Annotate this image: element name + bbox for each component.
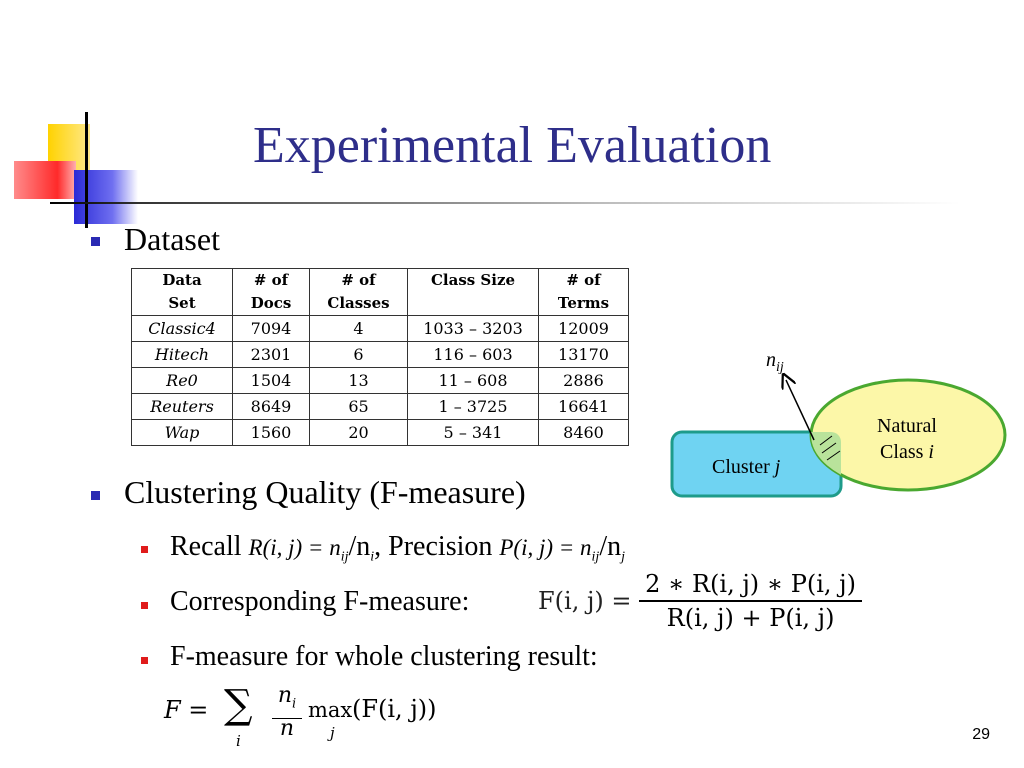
overlap-region	[811, 432, 841, 490]
page-number: 29	[972, 726, 990, 743]
table-cell: 8649	[232, 393, 310, 420]
title-underline	[50, 202, 960, 204]
table-cell: 2301	[232, 341, 310, 368]
logo-red-square	[14, 161, 76, 199]
ni-over-n-num: ni	[272, 682, 302, 720]
table-cell: 12009	[538, 315, 629, 342]
table-cell: 8460	[538, 419, 629, 446]
table-cell: 1504	[232, 367, 310, 394]
dataset-table: Data Set # of Docs # of Classes Class Size …	[131, 268, 629, 446]
table-cell: 16641	[538, 393, 629, 420]
precision-label: , Precision	[374, 531, 493, 562]
table-header: # of Terms	[538, 268, 629, 316]
recall-formula: R(i, j) = nij/ni	[248, 531, 375, 565]
table-cell: 1 – 3725	[407, 393, 539, 420]
f-measure-formula: F(i, j) = 2 ∗ R(i, j) ∗ P(i, j) R(i, j) …	[538, 570, 862, 632]
corresponding-label: Corresponding F-measure:	[170, 586, 470, 617]
table-cell: 2886	[538, 367, 629, 394]
table-row: Classic4 7094 4 1033 – 3203 12009	[131, 315, 629, 342]
table-cell: Wap	[131, 419, 233, 446]
natural-label-line1: Natural	[877, 415, 937, 437]
table-cell: 65	[309, 393, 408, 420]
table-cell: Hitech	[131, 341, 233, 368]
table-header: Data Set	[131, 268, 233, 316]
whole-result-label: F-measure for whole clustering result:	[170, 641, 598, 672]
table-cell: 7094	[232, 315, 310, 342]
logo-vertical-line	[85, 112, 88, 228]
pointer-arrow	[786, 380, 815, 441]
table-cell: 116 – 603	[407, 341, 539, 368]
table-cell: Re0	[131, 367, 233, 394]
recall-label: Recall	[170, 531, 242, 562]
table-cell: Reuters	[131, 393, 233, 420]
bullet-icon	[141, 657, 148, 664]
table-cell: 11 – 608	[407, 367, 539, 394]
table-cell: 5 – 341	[407, 419, 539, 446]
bullet-quality: Clustering Quality (F-measure)	[124, 474, 526, 510]
nij-label: nij	[766, 349, 784, 375]
bullet-icon	[91, 491, 100, 500]
ni-over-n-den: n	[279, 716, 295, 741]
logo-blue-square	[74, 170, 138, 224]
sum-symbol: ∑	[224, 682, 253, 728]
f-numerator: 2 ∗ R(i, j) ∗ P(i, j)	[639, 570, 862, 602]
table-cell: 6	[309, 341, 408, 368]
table-cell: 1560	[232, 419, 310, 446]
table-cell: 4	[309, 315, 408, 342]
precision-formula: P(i, j) = nij/nj	[499, 531, 625, 565]
table-cell: Classic4	[131, 315, 233, 342]
bullet-icon	[91, 237, 100, 246]
cluster-label: Cluster j	[712, 456, 781, 478]
table-header-row: Data Set # of Docs # of Classes Class Size …	[131, 268, 629, 316]
table-row: Re0 1504 13 11 – 608 2886	[131, 367, 629, 394]
table-header: Class Size	[407, 268, 539, 316]
recall-precision-line: Recall R(i, j) = nij/ni, Precision P(i, …	[170, 531, 625, 566]
f-denominator: R(i, j) + P(i, j)	[666, 604, 835, 632]
table-cell: 13	[309, 367, 408, 394]
table-cell: 13170	[538, 341, 629, 368]
natural-label-line2: Class i	[880, 441, 934, 463]
table-header: # of Classes	[309, 268, 408, 316]
total-f-formula: F = ∑ i ni n max j (F(i, j))	[164, 682, 437, 750]
table-header: # of Docs	[232, 268, 310, 316]
bullet-icon	[141, 602, 148, 609]
table-cell: 1033 – 3203	[407, 315, 539, 342]
bullet-dataset: Dataset	[124, 221, 220, 257]
table-row: Reuters 8649 65 1 – 3725 16641	[131, 393, 629, 420]
table-row: Wap 1560 20 5 – 341 8460	[131, 419, 629, 446]
bullet-icon	[141, 546, 148, 553]
cluster-class-diagram: nij Cluster j Natural Class i	[670, 349, 1007, 498]
table-cell: 20	[309, 419, 408, 446]
table-row: Hitech 2301 6 116 – 603 13170	[131, 341, 629, 368]
slide-title: Experimental Evaluation	[253, 117, 772, 174]
